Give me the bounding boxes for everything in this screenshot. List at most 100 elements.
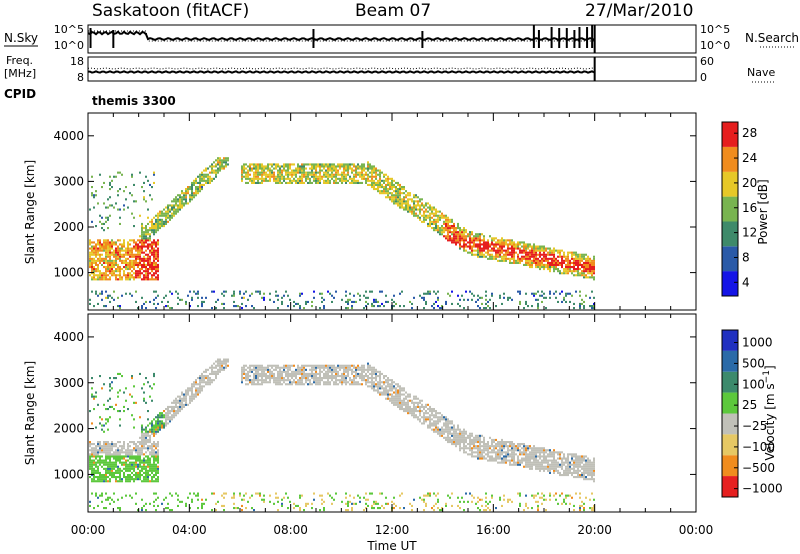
power-cell: [137, 255, 139, 258]
power-cell: [317, 181, 319, 184]
power-cell: [553, 270, 555, 273]
velocity-cell: [355, 383, 357, 386]
velocity-cell: [243, 366, 245, 369]
power-cell: [511, 251, 513, 254]
velocity-cell: [389, 379, 391, 382]
power-cell: [161, 212, 163, 215]
power-cell: [93, 245, 95, 248]
power-cell: [103, 259, 105, 262]
velocity-cell: [293, 381, 295, 384]
velocity-cell: [169, 492, 171, 495]
velocity-cell: [161, 412, 163, 415]
power-cell: [109, 251, 111, 254]
velocity-cell: [377, 387, 379, 390]
power-cell: [161, 220, 163, 223]
velocity-cell: [107, 453, 109, 456]
power-cell: [543, 268, 545, 271]
velocity-cell: [409, 405, 411, 408]
power-cell: [135, 261, 137, 264]
power-cell: [109, 276, 111, 279]
power-cell: [273, 173, 275, 176]
velocity-cell: [153, 383, 155, 386]
power-cell: [287, 171, 289, 174]
power-cell: [207, 175, 209, 178]
power-cell: [263, 298, 265, 301]
power-cell: [481, 253, 483, 256]
power-cell: [129, 263, 131, 266]
velocity-cell: [289, 364, 291, 367]
velocity-cell: [165, 422, 167, 425]
velocity-cell: [129, 469, 131, 472]
velocity-cell: [159, 422, 161, 425]
velocity-cell: [345, 377, 347, 380]
power-cell: [123, 272, 125, 275]
power-cell: [279, 181, 281, 184]
power-cell: [509, 261, 511, 264]
velocity-cell: [375, 370, 377, 373]
power-cell: [147, 274, 149, 277]
power-cell: [525, 251, 527, 254]
velocity-cell: [153, 465, 155, 468]
power-cell: [149, 227, 151, 230]
power-cell: [225, 290, 227, 293]
power-cell: [145, 253, 147, 256]
power-cell: [285, 165, 287, 168]
power-cell: [441, 225, 443, 228]
velocity-cell: [95, 391, 97, 394]
velocity-cell: [169, 410, 171, 413]
velocity-cell: [89, 449, 91, 452]
power-cell: [171, 214, 173, 217]
velocity-cell: [313, 364, 315, 367]
nave-trace: [87, 67, 594, 70]
velocity-cell: [313, 498, 315, 501]
power-cell: [535, 247, 537, 250]
power-cell: [415, 214, 417, 217]
velocity-cell: [273, 372, 275, 375]
power-cell: [109, 188, 111, 191]
power-cell: [143, 251, 145, 254]
power-cell: [555, 261, 557, 264]
power-cell: [391, 196, 393, 199]
nsearch-trace: [88, 30, 594, 42]
power-cell: [155, 227, 157, 230]
velocity-cell: [119, 471, 121, 474]
power-cell: [461, 245, 463, 248]
power-cell: [391, 188, 393, 191]
power-cell: [531, 259, 533, 262]
power-cell: [563, 255, 565, 258]
velocity-cell: [287, 383, 289, 386]
power-cell: [177, 302, 179, 305]
power-cell: [383, 192, 385, 195]
power-cell: [575, 274, 577, 277]
power-cell: [181, 200, 183, 203]
power-cell: [151, 253, 153, 256]
power-cell: [425, 210, 427, 213]
velocity-cell: [299, 381, 301, 384]
power-cell: [461, 233, 463, 236]
velocity-cell: [145, 443, 147, 446]
velocity-cell: [149, 467, 151, 470]
power-cell: [105, 296, 107, 299]
velocity-cell: [121, 463, 123, 466]
power-cell: [91, 276, 93, 279]
power-cell: [583, 268, 585, 271]
velocity-cell: [223, 492, 225, 495]
power-cell: [173, 206, 175, 209]
power-cell: [145, 235, 147, 238]
velocity-cell: [303, 372, 305, 375]
power-cell: [365, 300, 367, 303]
velocity-cell: [337, 372, 339, 375]
power-cell: [505, 251, 507, 254]
velocity-cell: [109, 377, 111, 380]
power-cell: [499, 245, 501, 248]
power-cell: [143, 239, 145, 242]
velocity-cell: [147, 430, 149, 433]
velocity-cell: [359, 377, 361, 380]
power-cell: [383, 181, 385, 184]
velocity-cell: [117, 498, 119, 501]
velocity-cell: [153, 455, 155, 458]
power-cell: [555, 296, 557, 299]
velocity-cell: [137, 474, 139, 477]
power-cell: [179, 202, 181, 205]
velocity-cell: [135, 401, 137, 404]
